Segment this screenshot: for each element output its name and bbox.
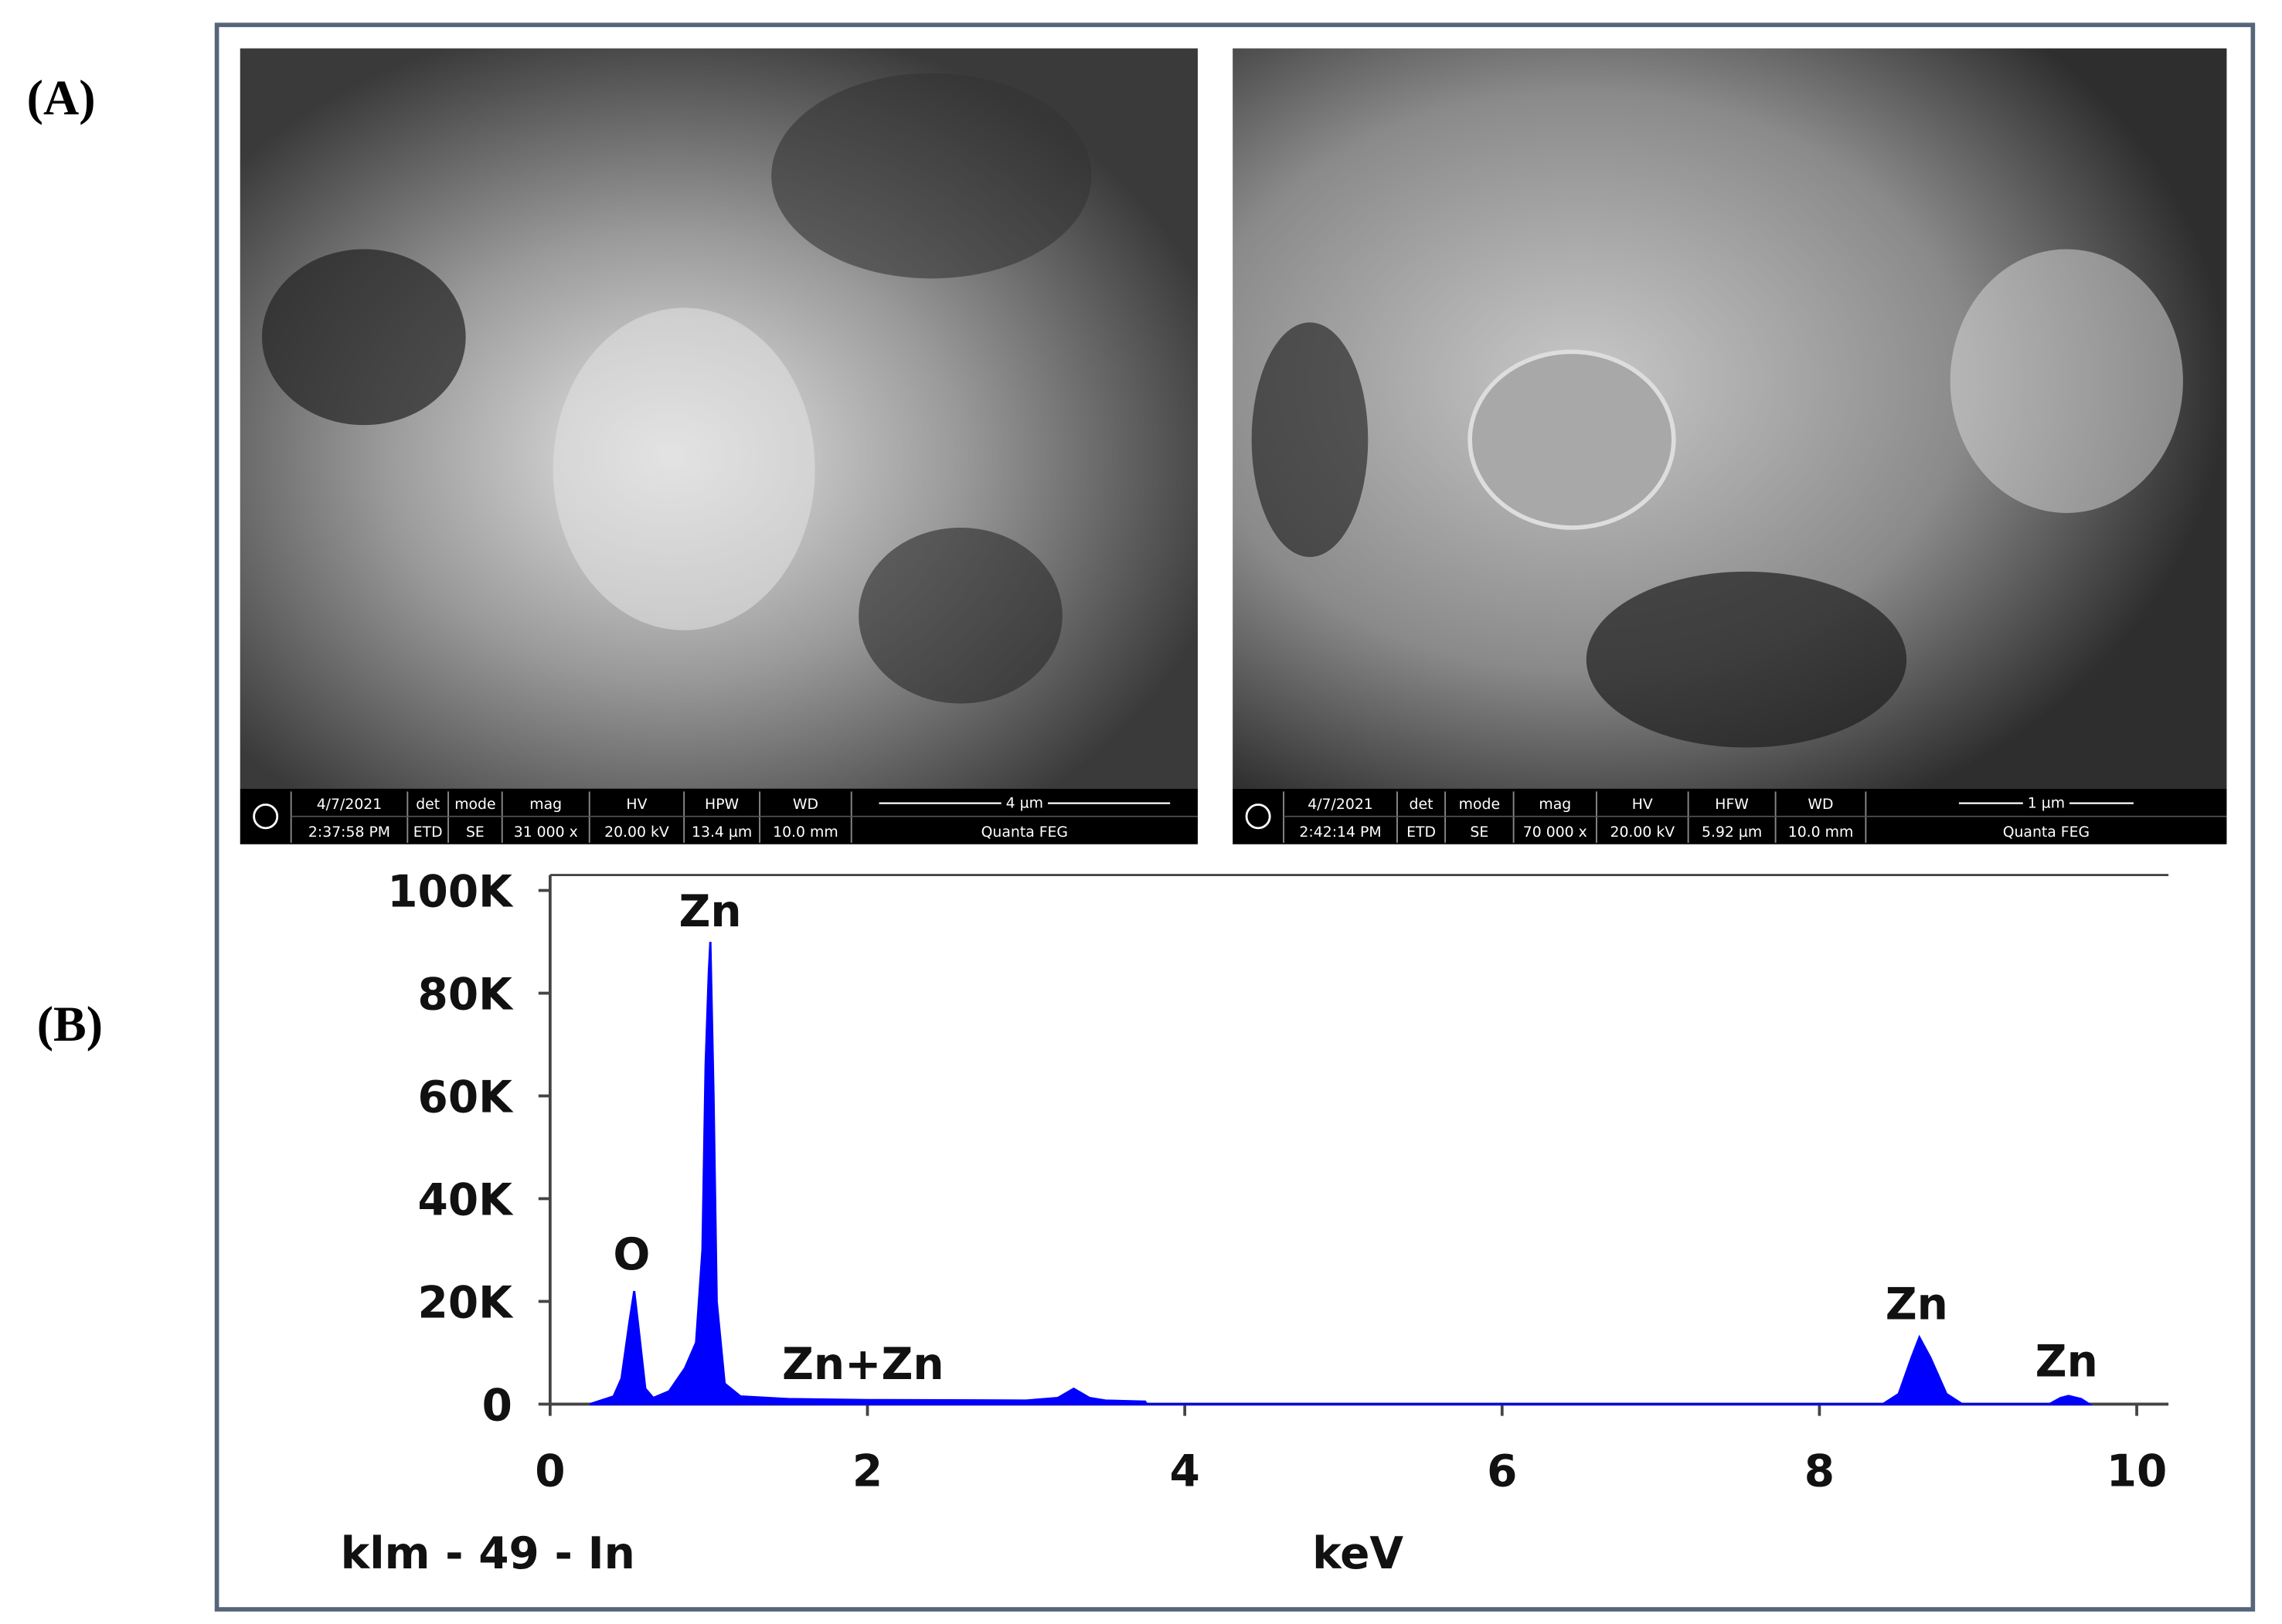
field-value: ETD: [1406, 824, 1436, 841]
field-label: mode: [454, 796, 495, 813]
scale-label-bg: [1001, 793, 1048, 811]
y-tick-label: 20K: [418, 1277, 514, 1328]
y-tick-label: 60K: [418, 1072, 514, 1123]
x-tick-label: 10: [2107, 1446, 2168, 1497]
field-label: HPW: [705, 796, 739, 813]
peak-label: Zn: [678, 886, 741, 937]
spectrum: [589, 941, 2093, 1405]
instrument: Quanta FEG: [2003, 824, 2090, 841]
date: 4/7/2021: [1308, 796, 1373, 813]
sem-image: [1233, 48, 2227, 789]
field-label: HFW: [1715, 796, 1749, 813]
instrument: Quanta FEG: [981, 824, 1068, 841]
x-tick-label: 8: [1804, 1446, 1835, 1497]
x-tick-label: 0: [535, 1446, 565, 1497]
field-value: 13.4 µm: [692, 824, 752, 841]
field-label: HV: [1632, 796, 1653, 813]
x-tick-label: 6: [1487, 1446, 1517, 1497]
peak-label: Zn: [1886, 1279, 1948, 1330]
field-label: det: [1410, 796, 1433, 813]
frame: [214, 22, 2256, 1612]
icon: [1245, 804, 1271, 830]
field-value: SE: [1470, 824, 1488, 841]
field-value: SE: [466, 824, 485, 841]
x-tick-label: 4: [1169, 1446, 1199, 1497]
field-label: mag: [1539, 796, 1571, 813]
y-tick-label: 80K: [418, 969, 514, 1020]
scale-label-bg: [2022, 793, 2070, 811]
time: 2:37:58 PM: [308, 824, 390, 841]
peak-label: Zn+Zn: [782, 1339, 944, 1390]
field-label: mode: [1459, 796, 1500, 813]
scale-label: 4 µm: [1006, 794, 1043, 811]
field-value: 20.00 kV: [604, 824, 669, 841]
field-value: ETD: [413, 824, 443, 841]
field-value: 5.92 µm: [1702, 824, 1762, 841]
field-label: mag: [529, 796, 562, 813]
time: 2:42:14 PM: [1299, 824, 1381, 841]
peak-label: Zn: [2035, 1336, 2098, 1387]
field-label: det: [416, 796, 440, 813]
x-tick-label: 2: [852, 1446, 883, 1497]
peak-label: O: [613, 1229, 650, 1280]
date: 4/7/2021: [317, 796, 383, 813]
y-tick-label: 0: [482, 1380, 512, 1431]
y-tick-label: 40K: [418, 1174, 514, 1225]
field-label: HV: [626, 796, 647, 813]
y-tick-label: 100K: [387, 866, 514, 917]
scale-label: 1 µm: [2028, 794, 2065, 811]
field-value: 10.0 mm: [1788, 824, 1854, 841]
x-axis-label: keV: [1312, 1528, 1403, 1579]
field-label: WD: [1808, 796, 1833, 813]
field-value: 20.00 kV: [1610, 824, 1675, 841]
field-value: 31 000 x: [514, 824, 578, 841]
field-value: 10.0 mm: [773, 824, 838, 841]
panel-label: (A): [27, 70, 96, 125]
sem-image: [240, 48, 1198, 789]
panel-label: (B): [37, 997, 103, 1052]
field-value: 70 000 x: [1523, 824, 1587, 841]
y-axis-label: klm - 49 - In: [341, 1528, 635, 1579]
field-label: WD: [793, 796, 818, 813]
icon: [253, 804, 279, 830]
